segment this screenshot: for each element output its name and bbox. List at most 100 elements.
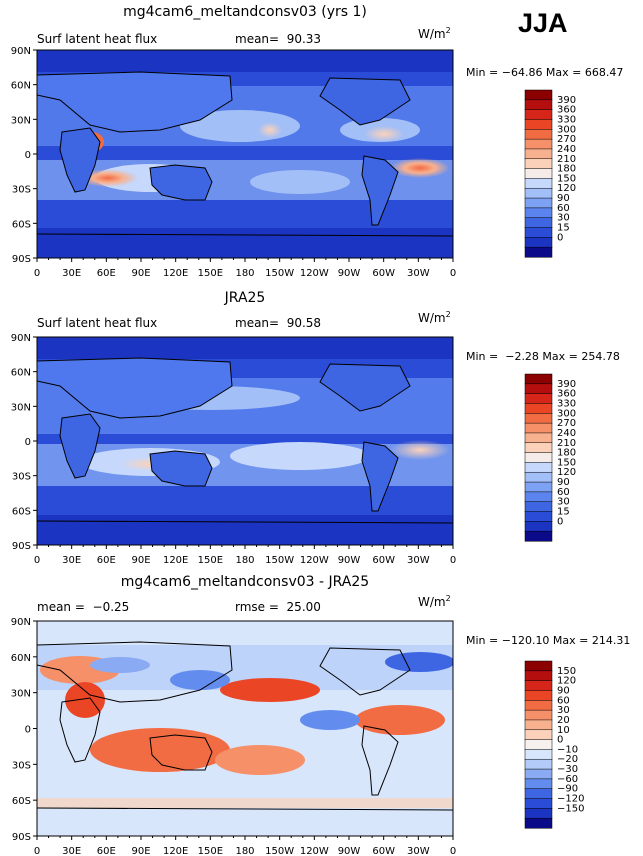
colorbar-swatch [524, 719, 553, 731]
colorbar-swatch [524, 373, 553, 385]
y-tick-label: 90N [11, 617, 31, 628]
y-tick-label: 90S [12, 254, 31, 265]
colorbar-swatch [524, 690, 553, 701]
x-tick-label: 150E [198, 268, 223, 279]
colorbar-label: −90 [557, 784, 578, 795]
colorbar-swatch [524, 178, 553, 189]
x-tick-label: 30E [62, 846, 81, 856]
y-tick-label: 60N [11, 368, 31, 379]
panel-title: mg4cam6_meltandconsv03 - JRA25 [120, 574, 370, 590]
x-tick-label: 120E [163, 268, 188, 279]
units-label: W/m2 [418, 310, 451, 325]
colorbar-swatch [524, 442, 553, 454]
colorbar-label: 20 [557, 715, 570, 726]
colorbar-swatch [524, 227, 553, 238]
colorbar-swatch [524, 237, 553, 248]
rmse-label: rmse = 25.00 [235, 600, 321, 614]
colorbar-swatch [524, 798, 553, 809]
y-tick-label: 60S [12, 506, 31, 517]
colorbar-label: 360 [557, 389, 576, 400]
colorbar-swatch [524, 403, 553, 414]
colorbar-swatch [524, 660, 553, 672]
colorbar-label: 120 [557, 183, 576, 194]
colorbar-label: −20 [557, 754, 578, 765]
map-panel-3: mg4cam6_meltandconsv03 - JRA25 mean = −0… [0, 570, 643, 856]
colorbar-label: −150 [557, 803, 584, 814]
colorbar-swatch [524, 709, 553, 721]
y-tick-label: 30S [12, 472, 31, 483]
colorbar-swatch [524, 739, 553, 750]
colorbar-label: 390 [557, 95, 576, 106]
y-tick-label: 90S [12, 832, 31, 843]
colorbar-swatch [524, 393, 553, 405]
colorbar-label: 10 [557, 725, 570, 736]
y-tick-label: 60S [12, 219, 31, 230]
units-label: W/m2 [418, 594, 451, 609]
colorbar-swatch [524, 246, 553, 258]
x-tick-label: 30E [62, 555, 81, 566]
colorbar-label: 270 [557, 418, 576, 429]
colorbar-swatch [524, 501, 553, 513]
y-axis: 90N 60N 30N 0 30S 60S 90S [11, 46, 37, 265]
x-tick-label: 120E [163, 555, 188, 566]
colorbar-swatch [524, 89, 553, 101]
colorbar-label: 390 [557, 379, 576, 390]
colorbar-label: 330 [557, 114, 576, 125]
colorbar-swatch [524, 817, 553, 829]
colorbar-swatch [524, 768, 553, 780]
x-tick-label: 30W [407, 846, 430, 856]
colorbar-label: 240 [557, 428, 576, 439]
colorbar-label: 120 [557, 467, 576, 478]
x-tick-label: 150E [198, 555, 223, 566]
x-tick-label: 0 [450, 555, 456, 566]
min-max-label: Min = −120.10 Max = 214.31 [466, 634, 631, 647]
x-tick-label: 60E [97, 846, 116, 856]
colorbar-label: 15 [557, 223, 570, 234]
y-tick-label: 60N [11, 81, 31, 92]
colorbar-label: 360 [557, 105, 576, 116]
mean-label: mean= 90.58 [235, 316, 322, 330]
map-field [37, 337, 453, 545]
x-tick-label: 120W [300, 555, 329, 566]
mean-label: mean = −0.25 [37, 600, 130, 614]
colorbar-swatch [524, 217, 553, 229]
colorbar-swatch [524, 413, 553, 424]
map-field [37, 621, 453, 836]
colorbar-label: 60 [557, 487, 570, 498]
map-panel-1: mg4cam6_meltandconsv03 (yrs 1) Surf late… [0, 0, 643, 285]
x-tick-label: 180 [235, 268, 254, 279]
y-tick-label: 0 [25, 150, 31, 161]
map-plot: 0 30E 60E 90E 120E 150E 180 150W 120W 90W 60W 30W 0 … [11, 46, 576, 279]
colorbar-swatch [524, 521, 553, 532]
colorbar-swatch [524, 158, 553, 170]
x-tick-label: 0 [34, 846, 40, 856]
x-tick-label: 0 [34, 555, 40, 566]
colorbar-swatch [524, 138, 553, 150]
colorbar-label: 90 [557, 685, 570, 696]
y-tick-label: 30N [11, 402, 31, 413]
x-tick-label: 90E [131, 268, 150, 279]
colorbar-swatch [524, 530, 553, 542]
colorbar-label: 180 [557, 448, 576, 459]
colorbar-swatch [524, 749, 553, 760]
y-tick-label: 60N [11, 653, 31, 664]
colorbar-swatch [524, 700, 553, 711]
panel-title: JRA25 [224, 290, 266, 306]
coastlines [36, 357, 454, 524]
colorbar-label: 330 [557, 398, 576, 409]
x-tick-label: 150W [265, 846, 294, 856]
season-label: JJA [518, 8, 568, 38]
y-tick-label: 90N [11, 46, 31, 57]
y-tick-label: 30N [11, 689, 31, 700]
colorbar-label: 210 [557, 438, 576, 449]
colorbar-swatch [524, 432, 553, 444]
colorbar-label: 0 [557, 735, 563, 746]
colorbar-label: 300 [557, 408, 576, 419]
x-tick-label: 90W [338, 555, 361, 566]
colorbar-swatch [524, 670, 553, 682]
x-tick-label: 0 [450, 268, 456, 279]
x-tick-label: 150W [265, 268, 294, 279]
y-tick-label: 90N [11, 333, 31, 344]
